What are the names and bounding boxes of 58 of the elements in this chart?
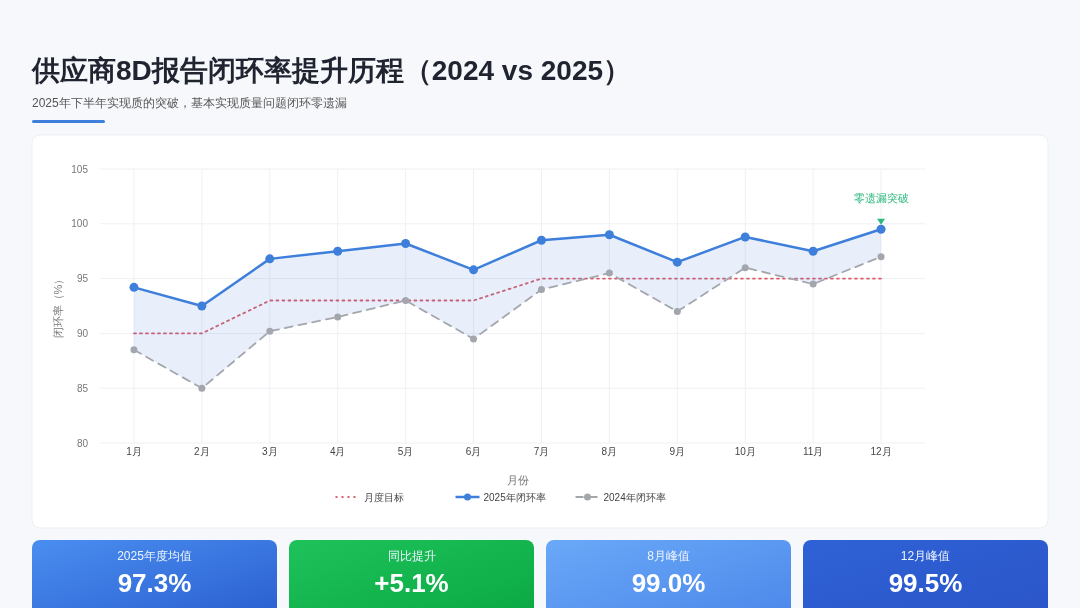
point [402,297,410,305]
chart-title: 供应商8D报告闭环率提升历程（2024 vs 2025） [31,55,632,86]
text: 99.0% [631,568,706,598]
y-tick-label: 95 [76,273,89,285]
text: 8月峰值 [647,549,690,563]
chart-subtitle: 2025年下半年实现质的突破，基本实现质量问题闭环零遗漏 [32,96,347,110]
point [470,335,478,343]
text: 99.5% [888,568,963,598]
point [129,282,139,292]
y-tick-label: 80 [76,437,89,449]
point [808,246,818,256]
point [672,257,682,267]
legend-label: 2025年闭环率 [483,491,546,503]
legend-label: 2024年闭环率 [603,491,666,503]
x-tick-label: 6月 [465,446,482,457]
point [605,269,613,277]
point [333,246,343,256]
y-tick-label: 90 [76,327,89,339]
text: 同比提升 [387,549,436,563]
point [266,327,274,335]
y-tick-label: 85 [76,382,89,394]
x-tick-label: 4月 [329,446,346,457]
point [536,235,546,245]
point [877,253,885,261]
x-tick-label: 8月 [601,446,618,457]
x-tick-label: 2月 [194,446,210,457]
legend-label: 月度目标 [363,491,404,503]
x-tick-label: 11月 [802,446,824,457]
text: 12月峰值 [900,549,951,563]
x-tick-label: 12月 [870,446,892,457]
annotation: 零遗漏突破 [853,191,909,204]
point [265,254,275,264]
point [198,384,206,392]
text: +5.1% [374,568,449,598]
point [673,307,681,315]
text: 2025年度均值 [117,549,192,563]
point [469,265,479,275]
point [740,232,750,242]
text: 97.3% [117,568,192,598]
point [604,230,614,240]
y-tick-label: 100 [71,218,89,230]
x-tick-label: 3月 [262,446,278,457]
point [401,239,411,249]
x-tick-label: 7月 [533,446,550,457]
x-axis-title: 月份 [506,474,529,486]
point [876,224,886,234]
y-tick-label: 105 [71,163,89,175]
x-tick-label: 5月 [397,446,414,457]
point [130,346,138,354]
y-axis-title: 闭环率（%） [52,273,64,339]
point [809,280,817,288]
point [334,313,342,321]
point [537,286,545,294]
x-tick-label: 9月 [669,446,686,457]
point [197,301,207,311]
x-tick-label: 10月 [734,446,756,457]
x-tick-label: 1月 [126,446,142,457]
point [741,264,749,272]
